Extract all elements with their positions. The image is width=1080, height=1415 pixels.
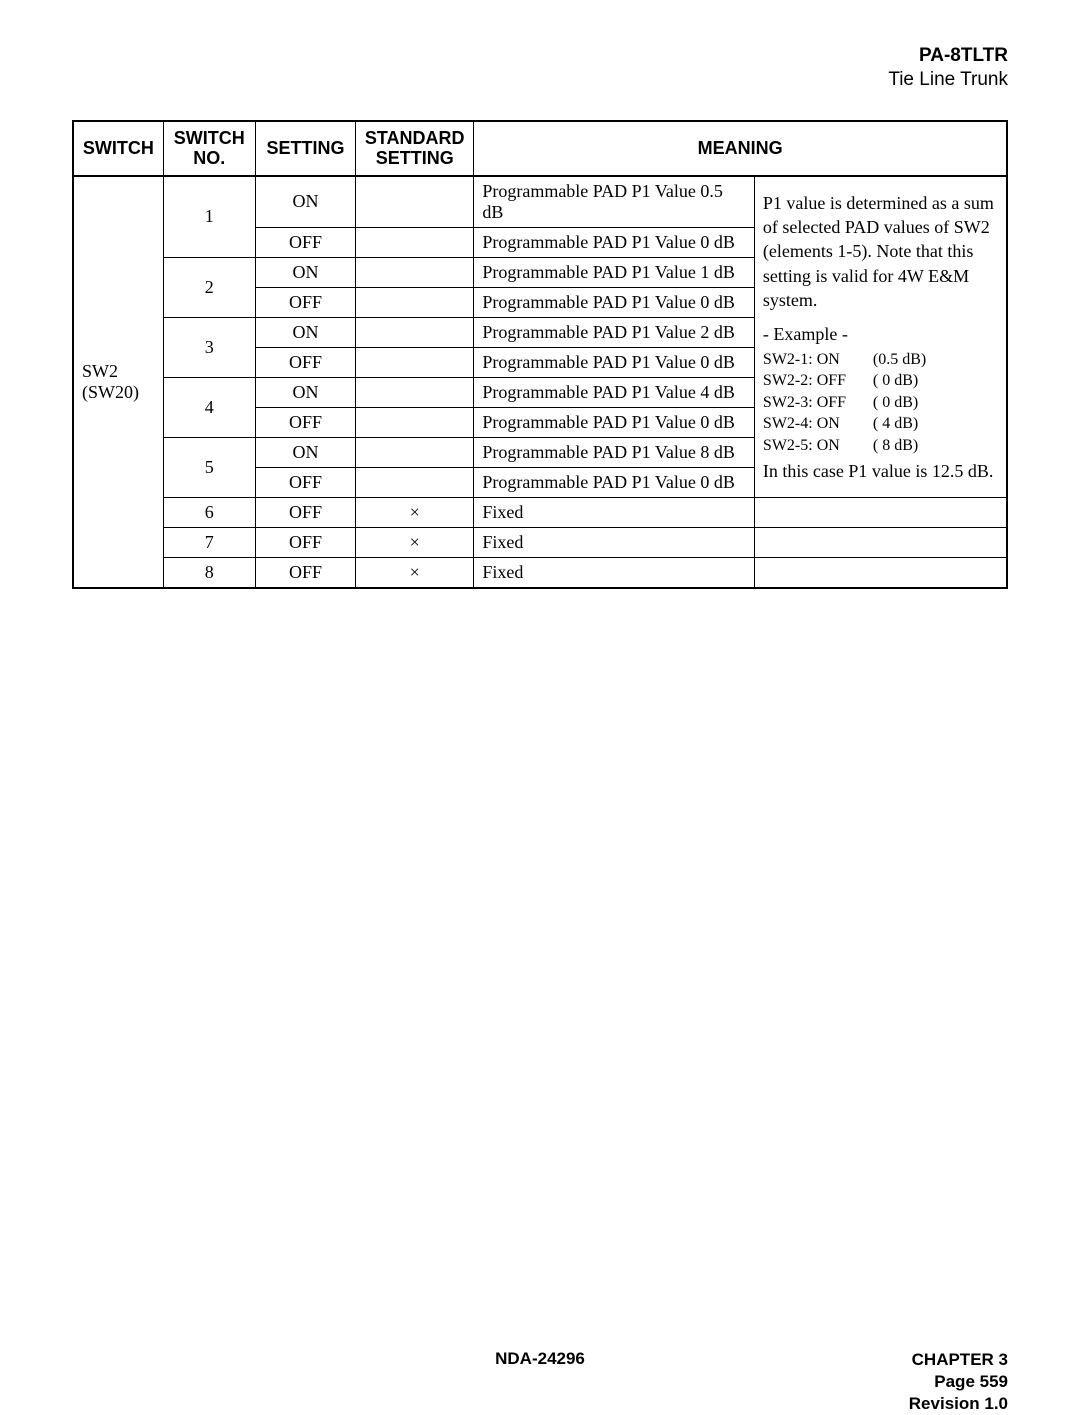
col-switch-no: SWITCHNO. bbox=[163, 121, 255, 176]
std-setting-cell bbox=[356, 377, 474, 407]
switch-no-cell: 3 bbox=[163, 317, 255, 377]
page-header: PA-8TLTR Tie Line Trunk bbox=[72, 44, 1008, 92]
switch-no-cell: 5 bbox=[163, 437, 255, 497]
switch-no-cell: 4 bbox=[163, 377, 255, 437]
table-row: 7OFF×Fixed bbox=[73, 527, 1007, 557]
setting-cell: ON bbox=[255, 176, 355, 228]
meaning-cell: Programmable PAD P1 Value 0 dB bbox=[474, 407, 755, 437]
example-row: SW2-2: OFF( 0 dB) bbox=[763, 370, 998, 392]
setting-cell: ON bbox=[255, 257, 355, 287]
meaning-intro: P1 value is determined as a sum of selec… bbox=[763, 191, 998, 312]
switch-table: SWITCH SWITCHNO. SETTING STANDARDSETTING… bbox=[72, 120, 1008, 589]
meaning-explain-cell: P1 value is determined as a sum of selec… bbox=[754, 176, 1007, 498]
example-label: SW2-3: OFF bbox=[763, 392, 873, 414]
col-std-setting: STANDARDSETTING bbox=[356, 121, 474, 176]
switch-no-cell: 8 bbox=[163, 557, 255, 588]
example-value: ( 4 dB) bbox=[873, 413, 918, 435]
switch-no-cell: 6 bbox=[163, 497, 255, 527]
std-setting-cell bbox=[356, 407, 474, 437]
switch-no-cell: 2 bbox=[163, 257, 255, 317]
setting-cell: ON bbox=[255, 437, 355, 467]
switch-cell: SW2(SW20) bbox=[73, 176, 163, 588]
meaning-example-list: SW2-1: ON(0.5 dB)SW2-2: OFF( 0 dB)SW2-3:… bbox=[763, 349, 998, 457]
meaning-empty-cell bbox=[754, 497, 1007, 527]
example-value: (0.5 dB) bbox=[873, 349, 926, 371]
example-row: SW2-1: ON(0.5 dB) bbox=[763, 349, 998, 371]
setting-cell: OFF bbox=[255, 347, 355, 377]
setting-cell: ON bbox=[255, 377, 355, 407]
col-setting: SETTING bbox=[255, 121, 355, 176]
example-label: SW2-2: OFF bbox=[763, 370, 873, 392]
header-title: PA-8TLTR bbox=[72, 44, 1008, 68]
std-setting-cell bbox=[356, 467, 474, 497]
std-setting-cell bbox=[356, 317, 474, 347]
setting-cell: OFF bbox=[255, 527, 355, 557]
switch-no-cell: 1 bbox=[163, 176, 255, 258]
std-setting-cell bbox=[356, 176, 474, 228]
footer-page: Page 559 bbox=[909, 1371, 1008, 1393]
table-row: 6OFF×Fixed bbox=[73, 497, 1007, 527]
meaning-cell: Programmable PAD P1 Value 1 dB bbox=[474, 257, 755, 287]
std-setting-cell bbox=[356, 287, 474, 317]
meaning-cell: Programmable PAD P1 Value 0 dB bbox=[474, 467, 755, 497]
setting-cell: OFF bbox=[255, 287, 355, 317]
setting-cell: OFF bbox=[255, 497, 355, 527]
std-setting-cell: × bbox=[356, 497, 474, 527]
example-row: SW2-4: ON( 4 dB) bbox=[763, 413, 998, 435]
meaning-cell: Fixed bbox=[474, 527, 755, 557]
std-setting-cell bbox=[356, 437, 474, 467]
col-switch: SWITCH bbox=[73, 121, 163, 176]
meaning-empty-cell bbox=[754, 527, 1007, 557]
std-setting-cell: × bbox=[356, 557, 474, 588]
example-value: ( 0 dB) bbox=[873, 392, 918, 414]
switch-no-cell: 7 bbox=[163, 527, 255, 557]
setting-cell: OFF bbox=[255, 557, 355, 588]
std-setting-cell: × bbox=[356, 527, 474, 557]
example-row: SW2-5: ON( 8 dB) bbox=[763, 435, 998, 457]
meaning-cell: Fixed bbox=[474, 497, 755, 527]
table-row: 8OFF×Fixed bbox=[73, 557, 1007, 588]
setting-cell: OFF bbox=[255, 467, 355, 497]
footer-doc: NDA-24296 bbox=[495, 1349, 585, 1369]
switch-label-b: (SW20) bbox=[82, 382, 155, 403]
meaning-empty-cell bbox=[754, 557, 1007, 588]
switch-label-a: SW2 bbox=[82, 361, 155, 382]
meaning-cell: Programmable PAD P1 Value 8 dB bbox=[474, 437, 755, 467]
col-meaning: MEANING bbox=[474, 121, 1007, 176]
table-header-row: SWITCH SWITCHNO. SETTING STANDARDSETTING… bbox=[73, 121, 1007, 176]
setting-cell: OFF bbox=[255, 407, 355, 437]
example-value: ( 8 dB) bbox=[873, 435, 918, 457]
meaning-cell: Programmable PAD P1 Value 0.5 dB bbox=[474, 176, 755, 228]
setting-cell: ON bbox=[255, 317, 355, 347]
example-label: SW2-5: ON bbox=[763, 435, 873, 457]
meaning-cell: Fixed bbox=[474, 557, 755, 588]
example-row: SW2-3: OFF( 0 dB) bbox=[763, 392, 998, 414]
table-row: SW2(SW20)1ONProgrammable PAD P1 Value 0.… bbox=[73, 176, 1007, 228]
example-label: SW2-1: ON bbox=[763, 349, 873, 371]
meaning-example-title: - Example - bbox=[763, 322, 998, 346]
meaning-cell: Programmable PAD P1 Value 0 dB bbox=[474, 227, 755, 257]
std-setting-cell bbox=[356, 227, 474, 257]
meaning-cell: Programmable PAD P1 Value 4 dB bbox=[474, 377, 755, 407]
footer-chapter: CHAPTER 3 bbox=[909, 1349, 1008, 1371]
meaning-cell: Programmable PAD P1 Value 0 dB bbox=[474, 287, 755, 317]
std-setting-cell bbox=[356, 347, 474, 377]
example-value: ( 0 dB) bbox=[873, 370, 918, 392]
footer-rev: Revision 1.0 bbox=[909, 1393, 1008, 1415]
header-subtitle: Tie Line Trunk bbox=[72, 68, 1008, 92]
setting-cell: OFF bbox=[255, 227, 355, 257]
example-label: SW2-4: ON bbox=[763, 413, 873, 435]
meaning-cell: Programmable PAD P1 Value 0 dB bbox=[474, 347, 755, 377]
std-setting-cell bbox=[356, 257, 474, 287]
meaning-cell: Programmable PAD P1 Value 2 dB bbox=[474, 317, 755, 347]
meaning-outro: In this case P1 value is 12.5 dB. bbox=[763, 459, 998, 483]
